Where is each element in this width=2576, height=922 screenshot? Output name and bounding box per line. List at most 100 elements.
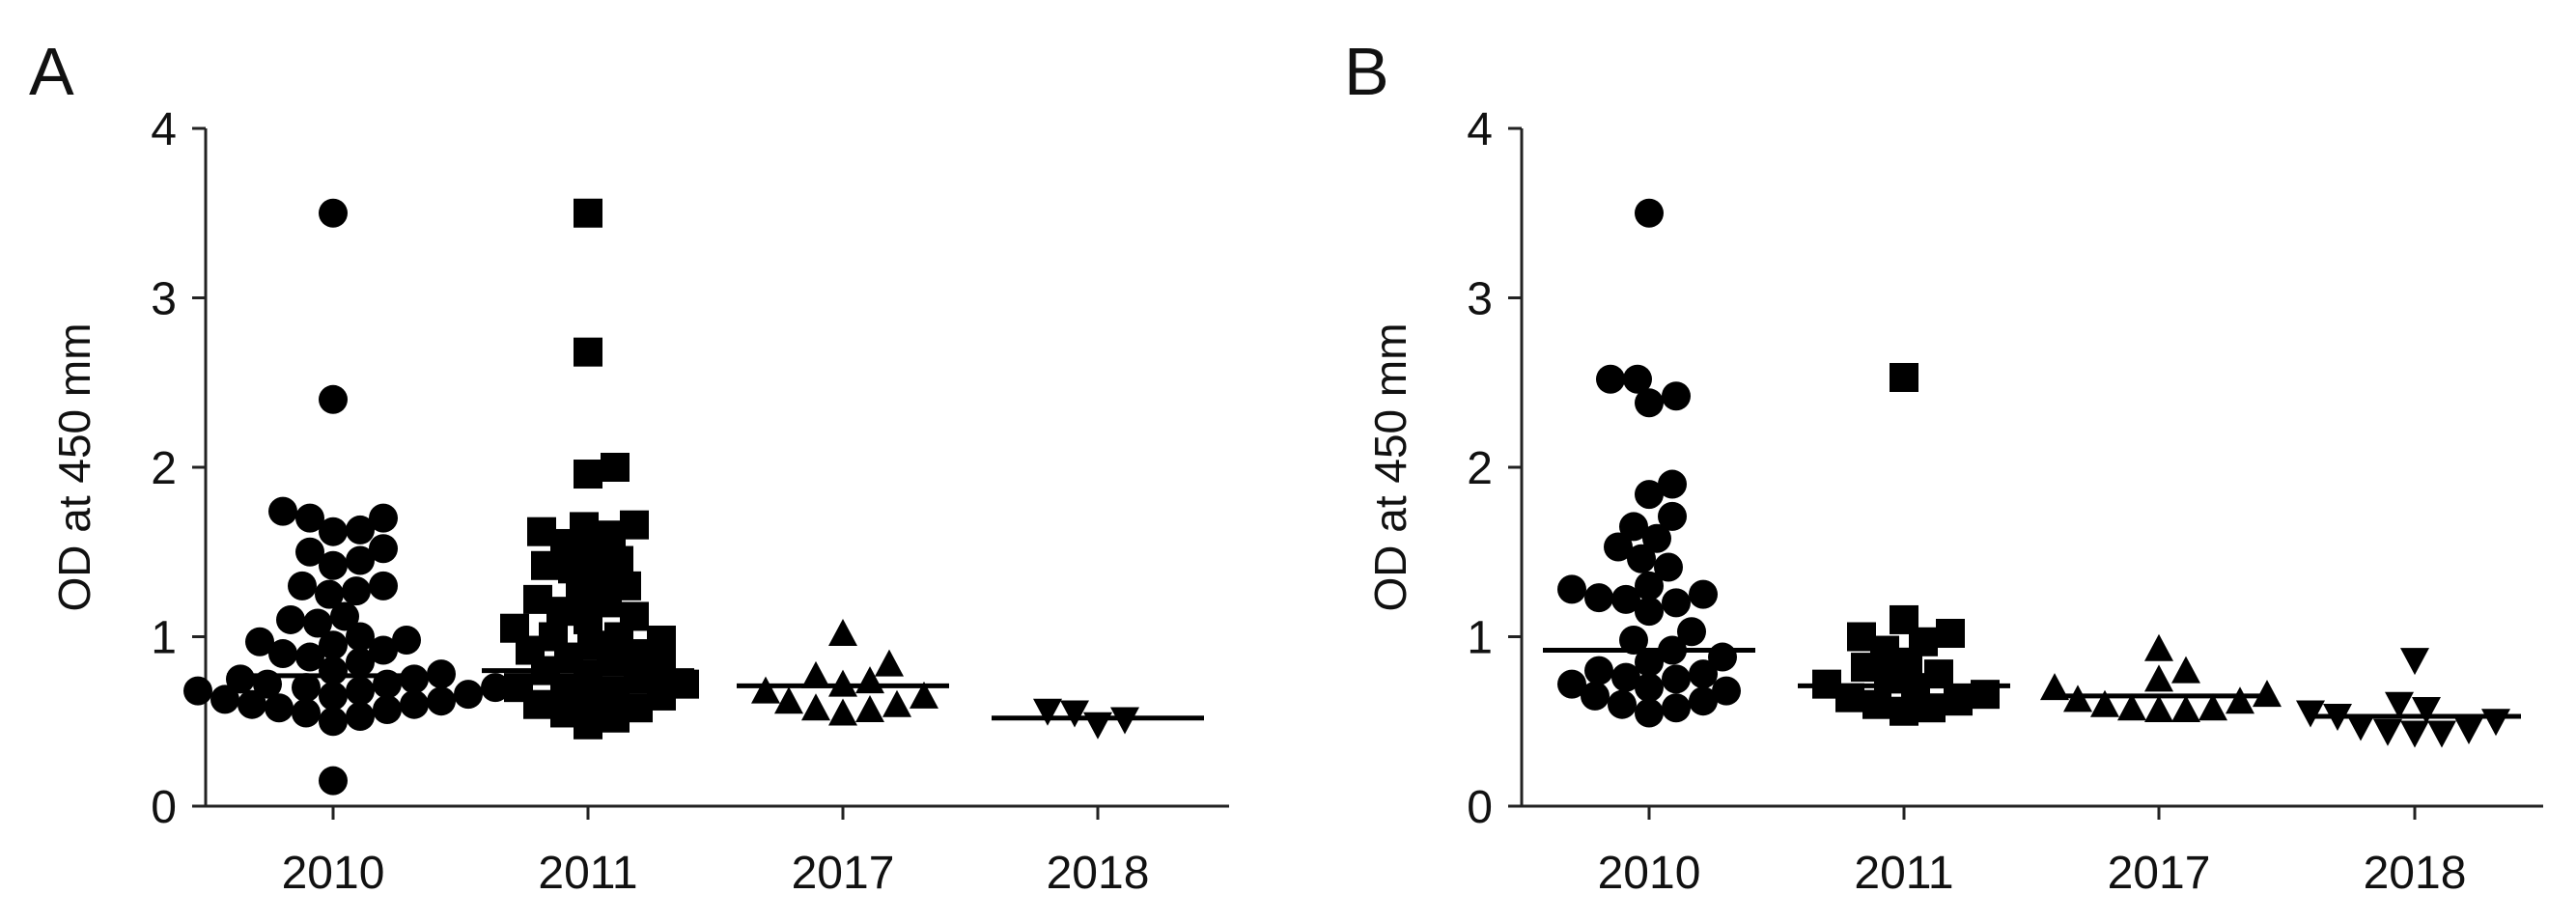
data-point-square (570, 512, 599, 542)
data-point-triangle (751, 676, 780, 704)
data-point-square (577, 630, 606, 660)
data-point-square (574, 198, 602, 228)
data-point-circle (1596, 364, 1625, 394)
data-point-triangle (2171, 694, 2200, 722)
series-2011 (482, 198, 699, 740)
data-point-circle (1635, 673, 1664, 703)
x-tick-label: 2017 (2108, 848, 2211, 899)
data-point-circle (1658, 501, 1687, 531)
data-point-triangle (882, 689, 911, 717)
data-point-circle (1662, 381, 1691, 411)
data-point-square (504, 673, 533, 703)
data-point-circle (292, 673, 321, 703)
data-point-circle (268, 639, 297, 669)
data-point-triangle (2198, 693, 2227, 721)
data-point-inverted-triangle (2296, 700, 2325, 728)
data-point-square (612, 571, 641, 601)
data-point-circle (210, 685, 239, 714)
data-point-triangle (2253, 680, 2282, 708)
data-point-inverted-triangle (1110, 707, 1139, 735)
data-point-circle (1635, 198, 1664, 228)
data-point-circle (1608, 689, 1637, 719)
data-point-circle (238, 689, 266, 719)
data-point-triangle (2144, 664, 2173, 692)
data-point-circle (288, 571, 317, 601)
data-point-triangle (910, 681, 938, 709)
data-point-circle (268, 496, 297, 526)
data-point-inverted-triangle (2346, 713, 2375, 741)
data-point-circle (265, 693, 294, 723)
data-point-circle (1654, 552, 1683, 582)
data-point-circle (369, 503, 398, 533)
y-axis-title: OD at 450 mm (49, 322, 99, 611)
data-point-circle (1611, 662, 1640, 692)
data-point-inverted-triangle (2412, 696, 2441, 724)
data-point-triangle (2144, 633, 2173, 661)
panel-label: A (29, 34, 74, 109)
panel-b: B 0 1 2 3 4 OD at 450 mm 2010 2011 2017 2018 (1344, 34, 2543, 899)
data-point-circle (1557, 574, 1586, 604)
data-point-circle (292, 698, 321, 728)
data-point-circle (1635, 480, 1664, 510)
y-axis-title: OD at 450 mm (1365, 322, 1415, 611)
data-point-circle (1635, 597, 1664, 627)
data-point-square (1936, 618, 1965, 648)
data-point-circle (319, 517, 348, 546)
data-point-triangle (828, 618, 857, 646)
data-point-circle (1708, 642, 1737, 672)
y-tick-label: 1 (151, 613, 177, 664)
data-point-circle (183, 676, 212, 706)
series-2018 (992, 698, 1204, 740)
data-point-circle (1662, 664, 1691, 694)
data-point-circle (400, 664, 429, 694)
data-point-triangle (2063, 685, 2092, 712)
data-point-circle (346, 545, 375, 575)
data-point-square (620, 510, 649, 540)
x-tick-label: 2018 (1047, 848, 1150, 899)
data-point-square (1890, 362, 1918, 392)
series-2018 (2296, 648, 2521, 748)
data-point-circle (330, 601, 359, 631)
data-point-circle (319, 198, 348, 228)
data-point-inverted-triangle (2400, 720, 2429, 748)
data-point-triangle (828, 669, 857, 697)
data-point-square (620, 601, 649, 631)
data-point-inverted-triangle (2385, 691, 2414, 719)
data-point-circle (319, 550, 348, 580)
data-point-circle (1627, 544, 1656, 573)
data-point-circle (295, 642, 324, 672)
data-point-triangle (828, 698, 857, 726)
series-2010 (1543, 198, 1755, 728)
data-point-inverted-triangle (1033, 698, 1062, 726)
data-point-square (523, 584, 552, 614)
data-point-circle (319, 766, 348, 796)
data-point-circle (1581, 681, 1610, 711)
data-point-inverted-triangle (2373, 718, 2402, 746)
data-point-circle (1677, 617, 1706, 647)
data-point-triangle (801, 660, 830, 688)
data-point-circle (295, 537, 324, 567)
data-point-circle (1619, 512, 1648, 542)
data-point-square (1862, 689, 1891, 719)
data-point-square (574, 337, 602, 367)
data-point-circle (1689, 686, 1718, 716)
data-point-circle (1557, 669, 1586, 699)
y-tick-label: 2 (151, 443, 177, 494)
data-point-circle (315, 579, 344, 609)
data-point-inverted-triangle (2454, 717, 2483, 745)
data-point-triangle (2117, 693, 2146, 721)
data-point-circle (346, 676, 375, 706)
data-point-circle (319, 681, 348, 711)
y-tick-label: 2 (1467, 443, 1493, 494)
data-point-circle (1611, 584, 1640, 614)
data-point-triangle (2144, 694, 2173, 722)
data-point-inverted-triangle (2427, 720, 2456, 748)
data-point-circle (369, 635, 398, 665)
data-point-circle (303, 608, 332, 638)
data-point-square (574, 460, 602, 489)
data-point-triangle (2226, 686, 2254, 714)
data-point-square (1944, 686, 1973, 716)
data-point-triangle (875, 649, 904, 677)
data-point-triangle (2171, 656, 2200, 684)
data-point-circle (369, 571, 398, 601)
